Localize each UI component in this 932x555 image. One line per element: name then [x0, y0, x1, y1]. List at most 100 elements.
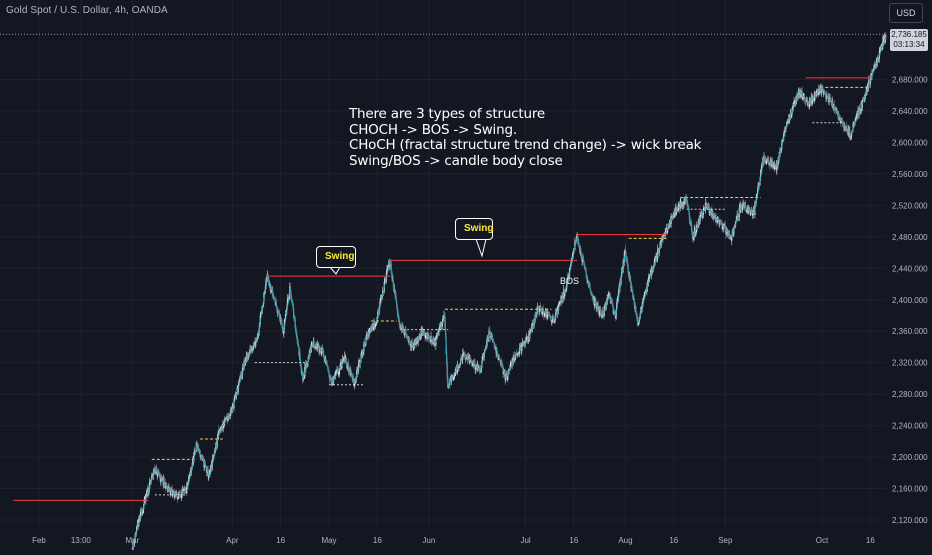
- swing-callout-1[interactable]: Swing: [316, 246, 356, 268]
- candle-body: [811, 101, 813, 104]
- candle-body: [678, 204, 680, 206]
- y-tick-label: 2,480.000: [892, 233, 928, 242]
- candle-body: [349, 371, 352, 375]
- candle-body: [551, 320, 553, 322]
- candle-body: [695, 229, 697, 233]
- candle-body: [871, 72, 874, 74]
- candle-body: [580, 253, 583, 259]
- candle-body: [425, 334, 427, 339]
- candle-body: [539, 306, 542, 309]
- candle-body: [224, 418, 226, 422]
- candle-body: [186, 486, 188, 488]
- candle-body: [597, 302, 599, 310]
- candle-body: [508, 367, 511, 369]
- candle-body: [862, 98, 864, 100]
- structure-note[interactable]: There are 3 types of structure CHOCH -> …: [349, 106, 701, 169]
- x-tick-label: Apr: [226, 536, 239, 545]
- x-tick-label: Jun: [422, 536, 435, 545]
- candle-body: [800, 90, 803, 92]
- candle-body: [515, 352, 518, 354]
- candle-body: [610, 299, 613, 302]
- candle-body: [749, 211, 752, 216]
- candle-body: [209, 468, 211, 475]
- currency-button[interactable]: USD: [889, 3, 923, 23]
- candle-body: [246, 355, 248, 359]
- candle-body: [763, 155, 766, 160]
- candle-body: [806, 97, 808, 99]
- candle-body: [314, 345, 316, 349]
- candle-body: [637, 321, 639, 326]
- candle-body: [783, 132, 785, 137]
- y-tick-label: 2,680.000: [892, 76, 928, 85]
- candle-body: [276, 311, 279, 313]
- candle-body: [238, 380, 240, 386]
- candle-body: [260, 312, 262, 316]
- candle-body: [380, 297, 382, 300]
- candle-body: [826, 95, 828, 99]
- candle-body: [502, 371, 505, 374]
- candle-body: [469, 356, 471, 362]
- y-tick-label: 2,400.000: [892, 296, 928, 305]
- candle-body: [138, 519, 141, 520]
- candle-body: [677, 209, 679, 212]
- x-tick-label: Mar: [126, 536, 140, 545]
- candle-body: [653, 259, 656, 266]
- candle-body: [392, 282, 395, 289]
- candle-body: [869, 84, 871, 86]
- candle-body: [576, 235, 578, 237]
- candle-body: [873, 64, 875, 70]
- candle-body: [740, 205, 743, 209]
- candle-body: [582, 255, 584, 259]
- candle-body: [642, 298, 644, 304]
- candle-body: [786, 121, 788, 125]
- candle-body: [697, 226, 699, 228]
- candle-body: [507, 372, 509, 380]
- candle-body: [481, 356, 484, 362]
- candle-body: [760, 169, 762, 170]
- candle-body: [676, 206, 678, 210]
- candle-body: [587, 281, 589, 287]
- candle-body: [662, 234, 664, 239]
- candle-body: [187, 480, 189, 483]
- candle-body: [717, 217, 719, 220]
- candle-body: [398, 322, 400, 326]
- candle-body: [329, 379, 331, 381]
- candle-body: [234, 395, 236, 397]
- candle-body: [455, 367, 457, 371]
- candle-body: [459, 363, 461, 366]
- candle-body: [333, 375, 335, 378]
- swing-callout-2[interactable]: Swing: [455, 218, 493, 240]
- candle-body: [814, 91, 817, 97]
- candle-body: [586, 277, 588, 280]
- candle-body: [699, 215, 701, 221]
- candle-body: [189, 473, 191, 475]
- candle-body: [554, 318, 556, 322]
- candle-body: [282, 327, 284, 331]
- candle-body: [334, 375, 336, 377]
- y-tick-label: 2,280.000: [892, 390, 928, 399]
- candle-body: [319, 347, 322, 353]
- candle-body: [879, 46, 882, 49]
- candle-body: [794, 101, 796, 103]
- symbol-title: Gold Spot / U.S. Dollar, 4h, OANDA: [6, 5, 168, 16]
- candle-body: [870, 74, 872, 80]
- candle-body: [144, 498, 146, 500]
- candle-body: [184, 488, 186, 491]
- x-tick-label: 16: [373, 536, 382, 545]
- candle-body: [387, 266, 389, 269]
- candle-body: [644, 293, 646, 296]
- candle-body: [665, 230, 667, 232]
- candle-body: [769, 163, 771, 166]
- candle-body: [328, 375, 331, 380]
- candle-body: [708, 207, 710, 213]
- candle-body: [681, 204, 683, 206]
- candle-body: [202, 456, 204, 459]
- x-tick-label: 16: [276, 536, 285, 545]
- candle-body: [399, 324, 401, 328]
- candle-body: [284, 314, 287, 320]
- candle-body: [840, 120, 842, 123]
- candle-body: [548, 312, 550, 316]
- candle-body: [155, 469, 157, 475]
